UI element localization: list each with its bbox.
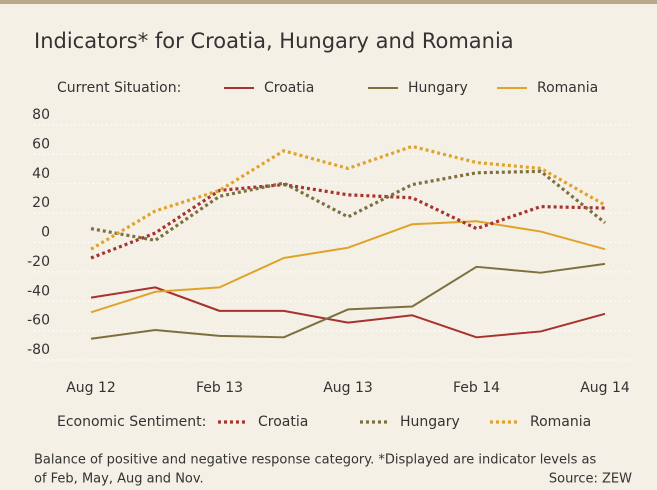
y-tick-label: -20 (27, 254, 50, 270)
y-tick-label: -80 (27, 342, 50, 358)
legend-label: Hungary (408, 80, 468, 96)
x-tick-label: Aug 12 (66, 380, 116, 396)
x-tick-label: Feb 13 (196, 380, 243, 396)
y-tick-label: -40 (27, 283, 50, 299)
y-tick-label: 40 (32, 166, 50, 182)
legend-label: Croatia (258, 414, 308, 430)
series-line (90, 262, 606, 340)
y-tick-label: 60 (32, 136, 50, 152)
x-tick-label: Aug 14 (580, 380, 630, 396)
legend-label: Croatia (264, 80, 314, 96)
y-tick-label: 20 (32, 195, 50, 211)
x-tick-label: Feb 14 (453, 380, 500, 396)
legend-label: Romania (530, 414, 591, 430)
top-border (0, 0, 657, 4)
series-line (90, 144, 606, 251)
x-tick-label: Aug 13 (323, 380, 373, 396)
y-tick-label: 0 (41, 225, 50, 241)
legend-group-label: Economic Sentiment: (57, 414, 206, 430)
series-line (90, 286, 606, 339)
y-tick-label: -60 (27, 313, 50, 329)
legend-label: Romania (537, 80, 598, 96)
note: Balance of positive and negative respons… (34, 453, 596, 468)
y-tick-label: 80 (32, 107, 50, 123)
note: of Feb, May, Aug and Nov. (34, 472, 204, 487)
series-line (90, 182, 606, 260)
series-line (90, 220, 606, 314)
source: Source: ZEW (549, 472, 632, 487)
chart-title: Indicators* for Croatia, Hungary and Rom… (34, 29, 514, 53)
legend-label: Hungary (400, 414, 460, 430)
series-line (90, 169, 606, 242)
legend-group-label: Current Situation: (57, 80, 181, 96)
